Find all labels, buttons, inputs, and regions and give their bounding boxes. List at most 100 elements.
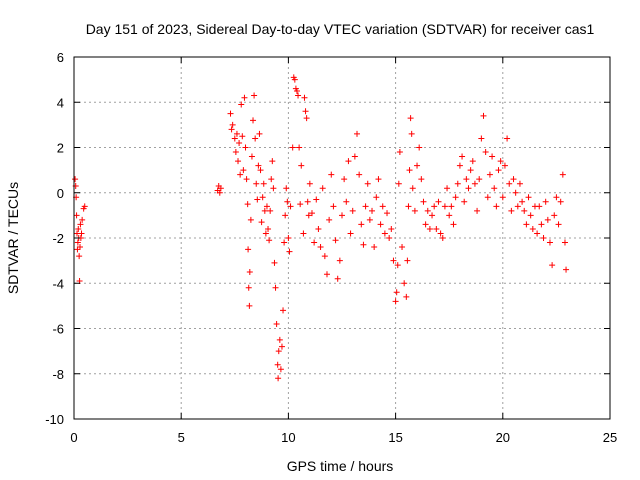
data-point <box>456 162 463 169</box>
data-point <box>301 94 308 101</box>
data-point <box>313 196 320 203</box>
data-point <box>351 153 358 160</box>
data-point <box>246 268 253 275</box>
data-point <box>408 130 415 137</box>
data-point <box>392 298 399 305</box>
data-point <box>244 201 251 208</box>
data-point <box>332 237 339 244</box>
data-point <box>266 237 273 244</box>
y-tick-label: -6 <box>52 322 64 337</box>
data-point <box>476 176 483 183</box>
data-point <box>250 117 257 124</box>
data-point <box>315 225 322 232</box>
data-point <box>394 262 401 269</box>
data-point <box>461 198 468 205</box>
data-point <box>504 135 511 142</box>
data-point <box>418 176 425 183</box>
data-point <box>399 244 406 251</box>
data-point <box>469 158 476 165</box>
data-point <box>293 87 300 94</box>
data-point <box>426 225 433 232</box>
data-point <box>396 149 403 156</box>
y-tick-label: -8 <box>52 367 64 382</box>
data-point <box>561 239 568 246</box>
x-tick-label: 20 <box>496 430 510 445</box>
data-point <box>232 149 239 156</box>
data-point <box>72 176 79 183</box>
data-point <box>444 185 451 192</box>
data-point <box>366 216 373 223</box>
data-point <box>401 280 408 287</box>
data-point <box>273 320 280 327</box>
y-axis-label: SDTVAR / TECUs <box>5 182 21 294</box>
data-point <box>286 248 293 255</box>
y-tick-label: -10 <box>45 412 64 427</box>
data-point <box>347 230 354 237</box>
data-point <box>284 198 291 205</box>
data-point <box>330 203 337 210</box>
data-point <box>231 135 238 142</box>
data-point <box>237 171 244 178</box>
data-point <box>238 101 245 108</box>
data-point <box>563 266 570 273</box>
data-point <box>390 257 397 264</box>
data-point <box>395 180 402 187</box>
data-point <box>393 289 400 296</box>
data-point <box>544 216 551 223</box>
data-point <box>414 162 421 169</box>
data-point <box>275 375 282 382</box>
data-point <box>319 185 326 192</box>
data-point <box>463 176 470 183</box>
data-point <box>227 110 234 117</box>
data-point <box>409 185 416 192</box>
data-point <box>233 130 240 137</box>
data-point <box>280 307 287 314</box>
data-point <box>420 198 427 205</box>
data-point <box>360 241 367 248</box>
data-point <box>311 239 318 246</box>
y-tick-label: 6 <box>57 50 64 65</box>
data-point <box>274 361 281 368</box>
data-point <box>217 185 224 192</box>
data-point <box>281 239 288 246</box>
data-point <box>555 221 562 228</box>
data-point <box>379 203 386 210</box>
x-axis-label: GPS time / hours <box>287 458 394 474</box>
data-point <box>429 212 436 219</box>
data-point <box>245 246 252 253</box>
data-point <box>406 167 413 174</box>
data-point <box>546 239 553 246</box>
data-point <box>405 203 412 210</box>
data-point <box>269 158 276 165</box>
data-point <box>536 203 543 210</box>
data-point <box>467 167 474 174</box>
data-point <box>404 257 411 264</box>
data-point <box>384 210 391 217</box>
data-point <box>439 235 446 241</box>
data-point <box>459 153 466 160</box>
data-point <box>297 201 304 208</box>
data-point <box>495 167 502 174</box>
data-point <box>246 302 253 309</box>
data-point <box>454 180 461 187</box>
data-point <box>248 153 255 160</box>
data-point <box>256 130 263 137</box>
data-point <box>257 167 264 174</box>
data-point <box>341 176 348 183</box>
data-point <box>349 207 356 214</box>
data-point <box>538 221 545 228</box>
data-point <box>253 180 260 187</box>
data-point <box>493 203 500 210</box>
data-point <box>549 262 556 269</box>
data-point <box>336 257 343 264</box>
data-point <box>305 212 312 219</box>
data-point <box>229 121 236 128</box>
y-tick-label: 4 <box>57 95 64 110</box>
data-point <box>343 198 350 205</box>
data-point <box>262 230 269 237</box>
data-point <box>525 194 532 201</box>
data-point <box>287 203 294 210</box>
y-tick-label: -2 <box>52 231 64 246</box>
data-point <box>76 253 83 260</box>
data-point <box>228 126 235 133</box>
